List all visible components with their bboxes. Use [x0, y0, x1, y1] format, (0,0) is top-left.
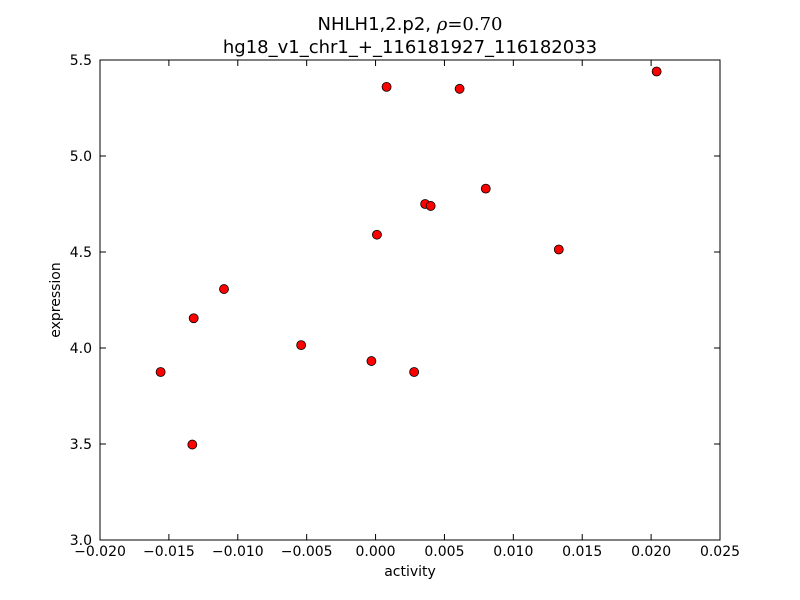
x-axis-label: activity	[384, 564, 436, 580]
x-tick-label: 0.010	[493, 544, 533, 560]
scatter-point	[553, 244, 564, 255]
x-tick-label: −0.010	[212, 544, 264, 560]
chart-title-prefix: NHLH1,2.p2,	[318, 14, 437, 35]
x-tick-label: −0.015	[143, 544, 195, 560]
chart-title-rho-symbol: ρ	[436, 14, 448, 35]
data-points	[155, 66, 662, 450]
x-tick-label: 0.025	[700, 544, 740, 560]
x-tick-label: 0.020	[631, 544, 671, 560]
x-tick-label: −0.020	[74, 544, 126, 560]
scatter-point	[381, 81, 392, 92]
y-tick-label: 4.0	[70, 341, 92, 357]
scatter-point	[651, 66, 662, 77]
y-tick-label: 3.5	[70, 437, 92, 453]
scatter-point	[480, 183, 491, 194]
chart-title: NHLH1,2.p2, ρ=0.70	[318, 14, 503, 35]
scatter-point	[188, 313, 199, 324]
scatter-point	[187, 439, 198, 450]
y-tick-label: 3.0	[70, 533, 92, 549]
scatter-point	[219, 284, 229, 294]
x-tick-label: 0.015	[562, 544, 602, 560]
scatter-point	[155, 367, 166, 377]
chart-title-rho-value: =0.70	[447, 14, 502, 35]
plot-frame	[99, 59, 721, 541]
scatter-point	[296, 340, 307, 351]
x-tick-label: −0.005	[281, 544, 333, 560]
x-tick-label: 0.005	[424, 544, 464, 560]
axis-ticks: −0.020 −0.015 −0.010 −0.005 0.000 0.005 0.010 0…	[70, 53, 740, 560]
scatter-point	[409, 367, 420, 377]
x-tick-label: 0.000	[356, 544, 396, 560]
y-tick-label: 4.5	[70, 245, 92, 261]
y-tick-label: 5.5	[70, 53, 92, 69]
y-tick-label: 5.0	[70, 149, 92, 165]
scatter-point	[372, 229, 382, 240]
chart-subtitle: hg18_v1_chr1_+_116181927_116182033	[223, 37, 597, 58]
scatter-point	[425, 201, 436, 211]
scatter-point	[366, 356, 377, 366]
scatter-point	[454, 83, 465, 94]
y-axis-label: expression	[48, 262, 64, 338]
